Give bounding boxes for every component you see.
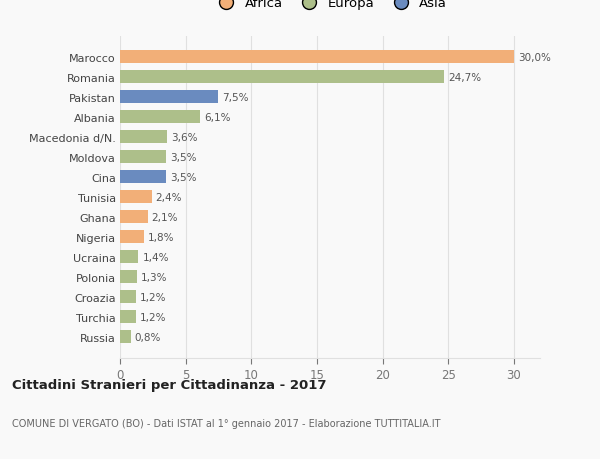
Text: 3,6%: 3,6% (171, 133, 197, 143)
Bar (120, 251, 139, 263)
Text: 2,4%: 2,4% (155, 192, 182, 202)
Text: 0,8%: 0,8% (134, 332, 161, 342)
Text: 1,2%: 1,2% (140, 292, 166, 302)
Bar (120, 171, 166, 184)
Text: 1,2%: 1,2% (140, 312, 166, 322)
Text: 1,8%: 1,8% (148, 232, 174, 242)
Bar (120, 91, 218, 104)
Text: 6,1%: 6,1% (204, 112, 230, 123)
Bar (120, 330, 131, 343)
Text: 24,7%: 24,7% (448, 73, 481, 83)
Text: 3,5%: 3,5% (170, 152, 196, 162)
Bar (120, 131, 167, 144)
Text: 7,5%: 7,5% (223, 93, 249, 103)
Text: 30,0%: 30,0% (518, 53, 551, 63)
Text: 1,3%: 1,3% (141, 272, 167, 282)
Text: 3,5%: 3,5% (170, 173, 196, 182)
Text: 2,1%: 2,1% (151, 213, 178, 222)
Text: 1,4%: 1,4% (142, 252, 169, 262)
Bar (120, 51, 514, 64)
Bar (120, 231, 143, 244)
Bar (120, 291, 136, 303)
Bar (120, 71, 444, 84)
Text: Cittadini Stranieri per Cittadinanza - 2017: Cittadini Stranieri per Cittadinanza - 2… (12, 379, 326, 392)
Bar (120, 191, 151, 204)
Bar (120, 151, 166, 164)
Bar (120, 311, 136, 324)
Bar (120, 271, 137, 284)
Bar (120, 211, 148, 224)
Legend: Africa, Europa, Asia: Africa, Europa, Asia (209, 0, 451, 14)
Bar (120, 111, 200, 124)
Text: COMUNE DI VERGATO (BO) - Dati ISTAT al 1° gennaio 2017 - Elaborazione TUTTITALIA: COMUNE DI VERGATO (BO) - Dati ISTAT al 1… (12, 418, 440, 428)
